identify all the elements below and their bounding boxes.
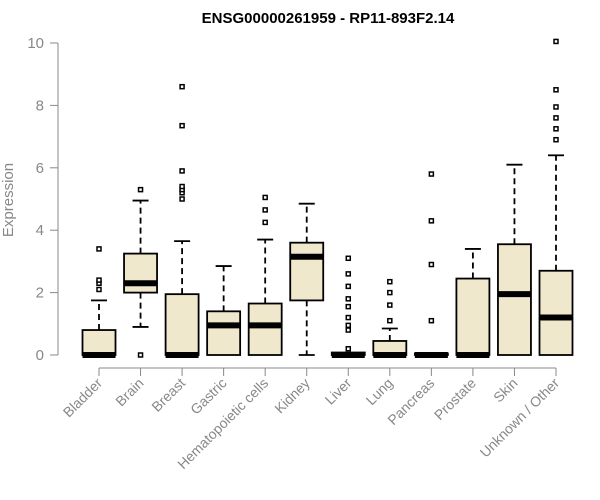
outlier-point <box>179 183 185 190</box>
y-tick-label: 2 <box>36 285 44 302</box>
iqr-box <box>497 243 532 356</box>
outlier-point <box>96 286 102 293</box>
outlier-point <box>345 303 352 310</box>
outlier-point <box>137 186 144 193</box>
box-pancreas <box>413 171 449 358</box>
outlier-point <box>553 136 559 143</box>
outlier-point <box>345 271 352 277</box>
axes: 0 2 4 6 8 10 <box>27 35 556 369</box>
outlier-point <box>553 126 559 132</box>
outlier-point <box>553 104 559 110</box>
outlier-point <box>179 83 185 90</box>
box-brain <box>123 186 158 358</box>
y-axis-label: Expression <box>0 163 17 237</box>
box-skin <box>497 163 532 356</box>
x-tick-label: Kidney <box>271 375 313 417</box>
y-tick-label: 6 <box>36 160 44 177</box>
outlier-point <box>428 317 435 324</box>
iqr-box <box>455 277 491 356</box>
outlier-point <box>345 296 352 302</box>
outlier-point <box>345 283 352 290</box>
box-hematopoietic-cells <box>247 194 283 356</box>
x-tick-label: Skin <box>490 375 521 406</box>
outlier-point <box>345 314 352 321</box>
y-tick-label: 10 <box>27 35 44 52</box>
x-tick-label: Breast <box>148 375 188 415</box>
outlier-point <box>345 327 352 333</box>
box-gastric <box>206 265 242 356</box>
box-kidney <box>289 202 325 356</box>
outlier-point <box>553 87 559 93</box>
x-tick-label: Liver <box>322 375 355 408</box>
iqr-box <box>289 241 325 302</box>
x-tick-label: Prostate <box>431 375 479 423</box>
box-unknown-other <box>538 38 574 356</box>
outlier-point <box>428 218 435 224</box>
y-tick-label: 0 <box>36 347 44 364</box>
iqr-box <box>81 329 117 356</box>
x-tick-label: Brain <box>112 375 146 409</box>
box-prostate <box>455 248 491 358</box>
outlier-point <box>179 168 185 174</box>
chart-title: ENSG00000261959 - RP11-893F2.14 <box>202 10 455 27</box>
outlier-point <box>137 352 144 358</box>
outlier-point <box>179 196 185 202</box>
iqr-box <box>206 310 242 356</box>
iqr-box <box>164 293 200 356</box>
outlier-point <box>428 261 435 268</box>
outlier-point <box>387 317 393 324</box>
outlier-point <box>96 246 102 252</box>
outlier-point <box>387 289 393 296</box>
outlier-point <box>262 219 268 226</box>
outlier-point <box>387 278 393 285</box>
outlier-point <box>345 255 352 262</box>
outlier-point <box>428 171 435 177</box>
iqr-box <box>538 269 574 356</box>
box-breast <box>164 83 200 358</box>
x-tick-label: Lung <box>363 375 396 408</box>
y-tick-label: 8 <box>36 97 44 114</box>
outlier-point <box>553 115 559 121</box>
outlier-point <box>345 346 352 352</box>
box-liver <box>330 255 366 358</box>
iqr-box <box>247 302 283 356</box>
y-tick-label: 4 <box>36 222 44 239</box>
x-tick-label: Unknown / Other <box>477 375 563 461</box>
box-lung <box>372 278 408 358</box>
outlier-point <box>345 322 352 329</box>
outlier-point <box>179 122 185 129</box>
outlier-point <box>262 207 268 213</box>
x-tick-label: Bladder <box>60 375 106 421</box>
outlier-point <box>262 194 268 201</box>
box-bladder <box>81 246 117 358</box>
outlier-point <box>96 277 102 283</box>
outlier-point <box>553 38 559 45</box>
outlier-point <box>387 302 393 308</box>
iqr-box <box>123 252 158 294</box>
boxes-group <box>81 38 574 358</box>
